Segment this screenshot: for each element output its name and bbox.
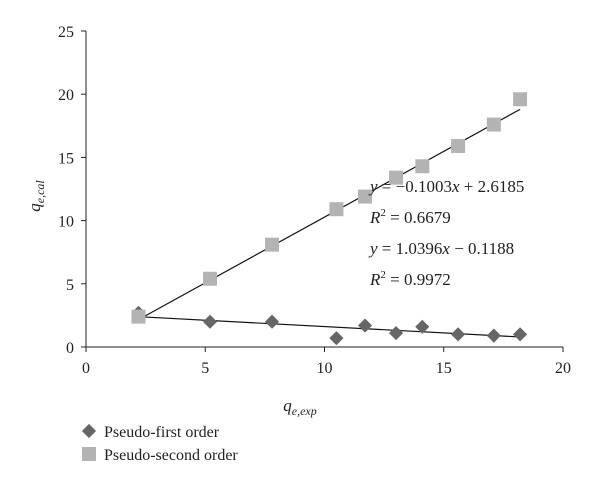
point-diamond [512, 327, 528, 342]
point-square [131, 309, 146, 324]
point-diamond [329, 331, 344, 346]
point-square [203, 271, 218, 286]
y-tick-label: 10 [58, 214, 74, 231]
point-diamond [264, 314, 280, 329]
point-square [265, 237, 280, 252]
point-diamond [388, 326, 404, 341]
x-tick-label: 0 [82, 360, 90, 377]
point-square [451, 139, 466, 154]
x-tick-label: 5 [201, 360, 209, 377]
legend-label-first-order: Pseudo-first order [104, 424, 220, 441]
equation-annotations: y = −0.1003x + 2.6185 R2 = 0.6679 y = 1.… [368, 177, 524, 289]
y-axis-title: qe,cal [25, 180, 47, 212]
point-square [389, 170, 404, 185]
r-squared-second-order: R2 = 0.9972 [369, 269, 451, 289]
x-tick-label: 20 [555, 360, 571, 377]
x-tick-label: 15 [436, 360, 452, 377]
legend: Pseudo-first order Pseudo-second order [81, 423, 238, 464]
legend-item-second-order: Pseudo-second order [82, 447, 238, 464]
legend-marker-square [82, 447, 96, 461]
y-tick-label: 20 [58, 87, 74, 104]
axes: 0 5 10 15 20 0 5 10 15 20 25 [58, 24, 571, 377]
point-square [329, 202, 344, 217]
x-axis-title: qe,exp [283, 396, 316, 418]
point-square [358, 189, 373, 204]
point-diamond [415, 319, 430, 334]
point-diamond [202, 314, 218, 329]
data-points [131, 92, 528, 346]
legend-marker-diamond [81, 423, 97, 439]
point-square [513, 92, 528, 107]
y-tick-label: 5 [66, 277, 74, 294]
y-tick-label: 0 [66, 340, 74, 357]
point-diamond [357, 318, 373, 333]
legend-item-first-order: Pseudo-first order [81, 423, 220, 441]
equation-second-order: y = 1.0396x − 0.1188 [368, 239, 514, 258]
point-diamond [450, 327, 466, 342]
point-diamond [486, 328, 501, 343]
y-tick-label: 25 [58, 24, 74, 41]
point-square [486, 117, 501, 132]
x-tick-label: 10 [317, 360, 333, 377]
equation-first-order: y = −0.1003x + 2.6185 [368, 177, 524, 196]
r-squared-first-order: R2 = 0.6679 [369, 207, 451, 227]
y-tick-label: 15 [58, 150, 74, 167]
point-square [415, 159, 430, 174]
legend-label-second-order: Pseudo-second order [104, 447, 238, 464]
